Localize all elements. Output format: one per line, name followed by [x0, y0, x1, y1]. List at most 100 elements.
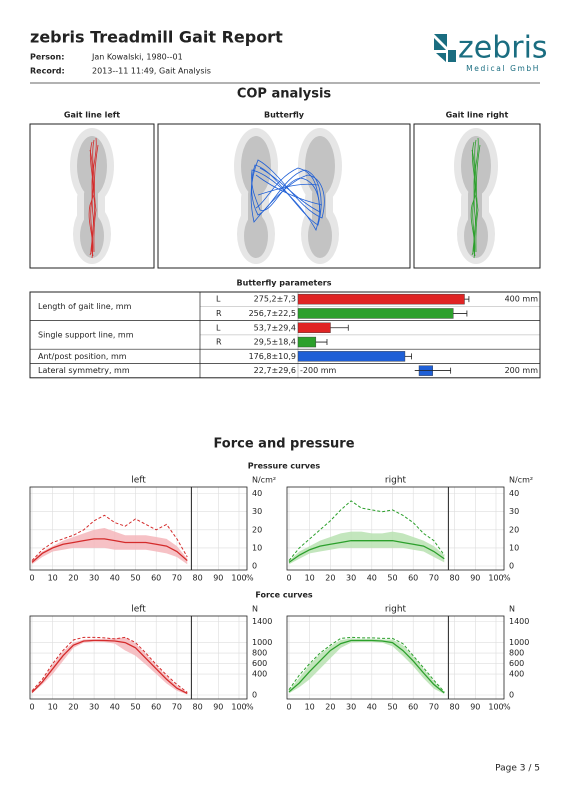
value-label: 256,7±22,5	[249, 309, 296, 318]
mean-curve	[288, 540, 445, 563]
x-tick-label: 20	[68, 574, 78, 583]
y-tick-label: 1400	[509, 617, 529, 626]
y-tick-label: 400	[252, 670, 267, 679]
y-tick-label: 0	[252, 691, 257, 700]
x-tick-label: 20	[68, 703, 78, 712]
std-band	[289, 638, 445, 694]
value-label: 53,7±29,4	[254, 323, 296, 332]
mean-curve	[31, 538, 188, 563]
y-tick-label: 0	[252, 562, 257, 571]
x-tick-label: 80	[450, 574, 460, 583]
person: Jan Kowalski, 1980--01	[91, 53, 183, 62]
value-label: 22,7±29,6	[254, 366, 296, 375]
logo-icon	[434, 34, 456, 62]
chart-frame	[29, 486, 248, 571]
record-label: Record:	[30, 67, 65, 76]
footprint	[234, 128, 278, 264]
parameter-table: Length of gait line, mm L 275,2±7,3 R 256,7±…	[29, 291, 541, 379]
x-tick-label: 40	[367, 703, 377, 712]
panel-frame	[157, 123, 411, 269]
x-tick-label: 30	[89, 574, 99, 583]
butterfly-trace	[250, 159, 325, 231]
panel-title: Gait line right	[446, 111, 509, 120]
x-tick-label: 100	[488, 703, 503, 712]
footprint	[298, 128, 342, 264]
x-tick-label: 70	[172, 703, 182, 712]
x-tick-label: 90	[470, 703, 480, 712]
x-tick-label: 80	[450, 703, 460, 712]
x-tick-label: 60	[408, 574, 418, 583]
section-title: Force and pressure	[213, 437, 354, 452]
y-tick-label: 40	[509, 489, 519, 498]
x-tick-label: 60	[151, 574, 161, 583]
x-tick-label: 0	[29, 703, 34, 712]
y-tick-label: 1400	[252, 617, 272, 626]
x-tick-label: 50	[130, 703, 140, 712]
y-tick-label: 10	[252, 543, 262, 552]
side-label: L	[216, 295, 221, 304]
bar	[297, 336, 317, 348]
chart-title: Force curves	[255, 591, 313, 600]
max-curve	[31, 514, 188, 561]
x-tick-label: 40	[110, 703, 120, 712]
x-tick-label: 0	[29, 574, 34, 583]
table-frame	[29, 291, 541, 379]
y-tick-label: 400	[509, 670, 524, 679]
y-tick-label: 20	[509, 525, 519, 534]
record: 2013--11 11:49, Gait Analysis	[92, 67, 211, 76]
x-tick-label: 100	[488, 574, 503, 583]
y-tick-label: 40	[252, 489, 262, 498]
y-tick-label: 30	[509, 507, 519, 516]
x-unit: %	[503, 703, 511, 712]
bar	[297, 293, 465, 305]
unit-label: N	[509, 605, 515, 614]
chart-frame	[286, 615, 505, 700]
side-label: R	[216, 338, 222, 347]
x-tick-label: 30	[89, 703, 99, 712]
x-tick-label: 80	[193, 703, 203, 712]
x-tick-label: 50	[387, 574, 397, 583]
panel-frame	[413, 123, 541, 269]
x-tick-label: 40	[110, 574, 120, 583]
bar	[297, 351, 406, 362]
row-label: Length of gait line, mm	[38, 302, 132, 311]
unit-label: N/cm²	[252, 476, 276, 485]
x-tick-label: 100	[231, 574, 246, 583]
chart-frame	[29, 615, 248, 700]
panel-title: Butterfly	[264, 111, 305, 120]
max-curve	[31, 636, 188, 693]
row-label: Single support line, mm	[38, 330, 134, 339]
x-tick-label: 20	[325, 574, 335, 583]
x-tick-label: 0	[286, 703, 291, 712]
chart-title: Pressure curves	[248, 462, 321, 471]
chart-frame	[286, 486, 505, 571]
bar	[297, 308, 454, 319]
std-band	[289, 531, 445, 565]
unit-label: N	[252, 605, 258, 614]
logo-sub: Medical GmbH	[466, 64, 540, 73]
panel-title: Gait line left	[64, 111, 120, 120]
x-tick-label: 90	[470, 574, 480, 583]
scale-label: 400 mm	[505, 295, 539, 304]
x-tick-label: 10	[48, 703, 58, 712]
x-tick-label: 70	[172, 574, 182, 583]
y-tick-label: 0	[509, 562, 514, 571]
std-band	[32, 528, 188, 565]
x-tick-label: 50	[387, 703, 397, 712]
scale-label: -200 mm	[300, 366, 336, 375]
side-label: L	[216, 323, 221, 332]
y-tick-label: 0	[509, 691, 514, 700]
side-label: R	[216, 309, 222, 318]
x-tick-label: 70	[429, 574, 439, 583]
x-tick-label: 0	[286, 574, 291, 583]
max-curve	[288, 500, 445, 561]
y-tick-label: 600	[509, 659, 524, 668]
value-label: 176,8±10,9	[249, 352, 296, 361]
page-number: Page 3 / 5	[495, 764, 540, 774]
unit-label: N/cm²	[509, 476, 533, 485]
x-tick-label: 90	[213, 574, 223, 583]
x-tick-label: 10	[305, 574, 315, 583]
